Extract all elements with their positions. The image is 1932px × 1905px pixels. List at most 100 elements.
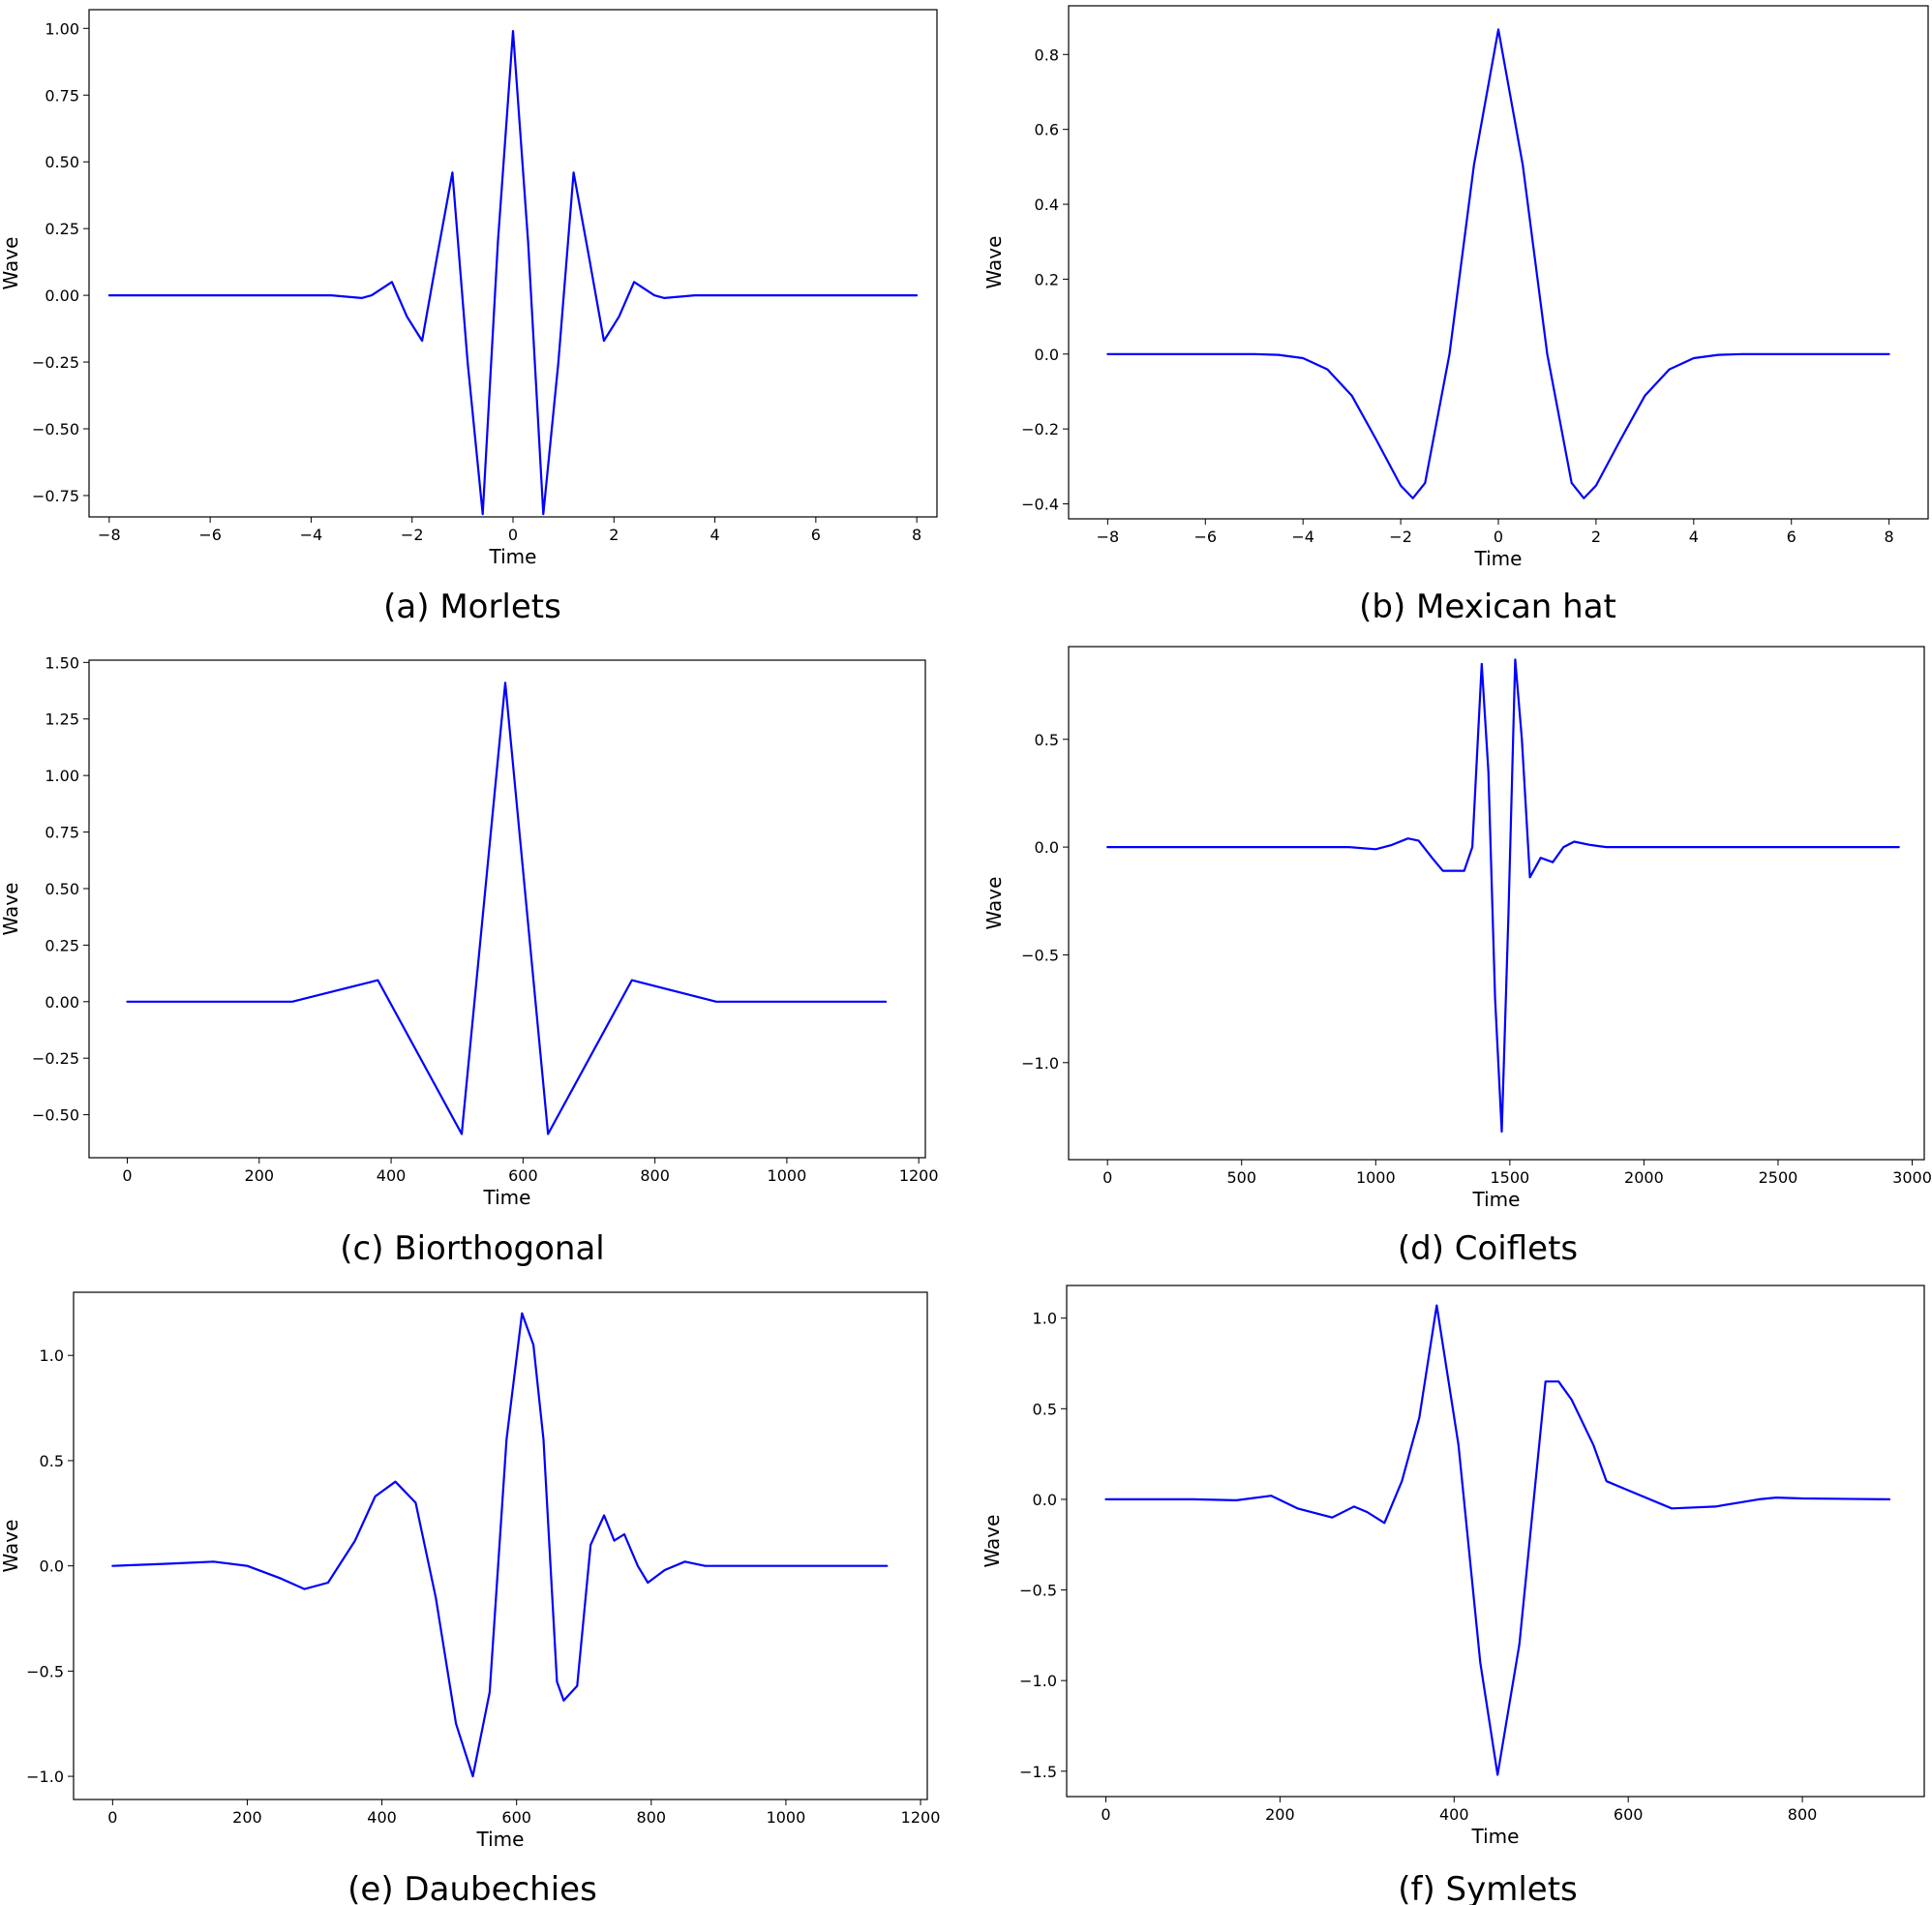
x-tick-label-b: 2 xyxy=(1591,528,1601,546)
x-tick-label-e: 600 xyxy=(501,1808,531,1827)
y-tick-label-a: 1.00 xyxy=(45,19,79,38)
y-tick-label-f: −1.0 xyxy=(1019,1672,1057,1690)
y-tick-label-a: −0.50 xyxy=(32,420,79,438)
panel-coiflets: 0 500 1000 1500 2000 2500 3000 −1.0 −0.5 0.0 0.5 Ti… xyxy=(982,646,1932,1211)
caption-c: (c) Biorthogonal xyxy=(340,1229,604,1268)
y-tick-label-b: 0.2 xyxy=(1035,270,1059,288)
x-tick-label-c: 800 xyxy=(640,1166,670,1185)
panel-biorthogonal: 0 200 400 600 800 1000 1200 −0.50 −0.25 0.00 0.25 0… xyxy=(0,653,939,1209)
x-tick-label-b: −4 xyxy=(1291,528,1314,546)
y-tick-label-c: −0.50 xyxy=(32,1106,79,1125)
y-tick-label-b: 0.6 xyxy=(1035,121,1059,139)
axes-frame-c xyxy=(88,659,926,1159)
x-tick-label-e: 1200 xyxy=(901,1808,941,1827)
x-tick-label-c: 0 xyxy=(122,1166,132,1185)
x-tick-label-a: −8 xyxy=(98,526,121,544)
y-tick-label-a: 0.00 xyxy=(45,287,79,305)
axes-frame-d xyxy=(1068,646,1925,1161)
x-tick-label-a: 4 xyxy=(709,526,719,544)
x-tick-label-d: 500 xyxy=(1226,1168,1256,1187)
x-tick-label-a: 8 xyxy=(912,526,921,544)
y-tick-label-a: −0.75 xyxy=(32,487,79,505)
panel-daubechies: 0 200 400 600 800 1000 1200 −1.0 −0.5 0.0 0.5 1.0 Ti… xyxy=(0,1291,941,1851)
axes-frame-f xyxy=(1066,1285,1925,1798)
x-tick-label-a: −4 xyxy=(300,526,323,544)
y-tick-label-d: 0.5 xyxy=(1035,731,1059,749)
wave-line-e-0 xyxy=(111,1312,889,1778)
axes-frame-e xyxy=(73,1291,928,1800)
x-axis-label-a: Time xyxy=(489,545,537,568)
y-tick-label-e: −1.0 xyxy=(26,1768,64,1786)
x-tick-label-e: 1000 xyxy=(767,1808,806,1827)
x-axis-label-b: Time xyxy=(1474,547,1523,570)
y-tick-label-f: 0.0 xyxy=(1033,1491,1057,1509)
x-tick-label-c: 600 xyxy=(508,1166,538,1185)
y-tick-label-c: 0.75 xyxy=(45,824,79,842)
x-tick-label-f: 400 xyxy=(1439,1805,1469,1824)
x-tick-label-f: 0 xyxy=(1101,1805,1110,1824)
caption-d: (d) Coiflets xyxy=(1398,1229,1578,1268)
x-tick-label-d: 1000 xyxy=(1356,1168,1396,1187)
x-tick-label-c: 400 xyxy=(377,1166,407,1185)
x-axis-label-c: Time xyxy=(483,1186,531,1209)
panel-symlets: 0 200 400 600 800 −1.5 −1.0 −0.5 0.0 0.5 1.0 Time Wa… xyxy=(981,1285,1925,1848)
x-tick-label-a: 0 xyxy=(508,526,518,544)
y-tick-label-a: 0.50 xyxy=(45,153,79,171)
x-axis-label-e: Time xyxy=(476,1828,525,1851)
y-tick-label-d: 0.0 xyxy=(1035,838,1059,857)
y-tick-label-d: −0.5 xyxy=(1021,946,1059,964)
y-axis-label-e: Wave xyxy=(0,1520,22,1573)
x-tick-label-d: 0 xyxy=(1102,1168,1112,1187)
x-tick-label-b: 6 xyxy=(1787,528,1796,546)
y-tick-label-b: −0.2 xyxy=(1021,420,1059,438)
x-tick-label-b: −2 xyxy=(1389,528,1412,546)
x-tick-label-e: 400 xyxy=(367,1808,397,1827)
y-axis-label-f: Wave xyxy=(981,1515,1004,1568)
x-tick-label-e: 800 xyxy=(637,1808,667,1827)
x-tick-label-a: −2 xyxy=(401,526,424,544)
x-tick-label-f: 600 xyxy=(1614,1805,1644,1824)
y-axis-label-b: Wave xyxy=(982,236,1006,289)
x-tick-label-a: 2 xyxy=(609,526,619,544)
y-tick-label-c: 0.25 xyxy=(45,936,79,954)
x-tick-label-a: 6 xyxy=(811,526,821,544)
y-tick-label-f: 0.5 xyxy=(1033,1400,1057,1418)
y-tick-label-b: 0.8 xyxy=(1035,45,1059,64)
wave-line-f-0 xyxy=(1104,1304,1891,1776)
x-tick-label-d: 2000 xyxy=(1624,1168,1664,1187)
y-axis-label-a: Wave xyxy=(0,237,22,290)
x-tick-label-c: 1000 xyxy=(768,1166,807,1185)
x-tick-label-f: 200 xyxy=(1265,1805,1295,1824)
y-tick-label-b: 0.4 xyxy=(1035,196,1059,214)
x-axis-label-d: Time xyxy=(1472,1188,1521,1211)
y-axis-label-d: Wave xyxy=(982,877,1006,930)
caption-f: (f) Symlets xyxy=(1398,1870,1578,1905)
y-tick-label-f: 1.0 xyxy=(1033,1310,1057,1328)
x-tick-label-c: 1200 xyxy=(899,1166,939,1185)
x-tick-label-f: 800 xyxy=(1788,1805,1818,1824)
x-tick-label-b: −6 xyxy=(1193,528,1217,546)
x-tick-label-c: 200 xyxy=(245,1166,275,1185)
y-tick-label-a: 0.75 xyxy=(45,86,79,105)
caption-e: (e) Daubechies xyxy=(347,1870,597,1905)
y-tick-label-c: −0.25 xyxy=(32,1049,79,1068)
panel-morlets: −8 −6 −4 −2 0 2 4 6 8 −0.75 −0.50 −0.25 0.00 0.25 0.50… xyxy=(0,9,938,568)
y-tick-label-f: −0.5 xyxy=(1019,1582,1057,1600)
y-tick-label-c: 1.00 xyxy=(45,767,79,785)
panel-mexican-hat: −8 −6 −4 −2 0 2 4 6 8 −0.4 −0.2 0.0 0.2 0.4 0.6 0.8 Time… xyxy=(982,5,1929,570)
x-tick-label-e: 200 xyxy=(232,1808,262,1827)
y-tick-label-a: −0.25 xyxy=(32,353,79,372)
x-tick-label-a: −6 xyxy=(198,526,222,544)
y-tick-label-b: −0.4 xyxy=(1021,496,1059,514)
wave-line-a-0 xyxy=(107,30,919,516)
y-tick-label-e: 1.0 xyxy=(40,1346,64,1365)
y-tick-label-c: 0.50 xyxy=(45,880,79,898)
caption-a: (a) Morlets xyxy=(383,588,561,626)
y-axis-label-c: Wave xyxy=(0,883,22,936)
y-tick-label-e: 0.0 xyxy=(40,1557,64,1576)
caption-b: (b) Mexican hat xyxy=(1359,588,1616,626)
x-tick-label-b: 8 xyxy=(1885,528,1894,546)
y-tick-label-e: 0.5 xyxy=(40,1452,64,1470)
